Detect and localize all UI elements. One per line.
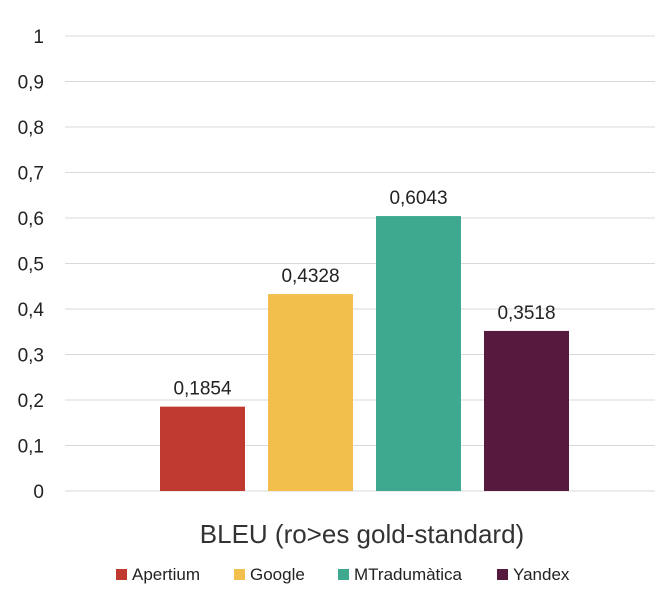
- bar-yandex: [484, 330, 569, 491]
- data-label: 0,6043: [389, 188, 447, 209]
- data-label: 0,3518: [497, 303, 555, 324]
- data-labels: 0,1854 0,4328 0,6043 0,3518: [173, 188, 555, 400]
- y-tick-label: 0,2: [18, 391, 44, 412]
- legend-swatch: [497, 569, 508, 580]
- y-tick-label: 0,8: [18, 118, 44, 139]
- y-tick-label: 0: [33, 482, 44, 503]
- y-tick-label: 0,4: [18, 300, 45, 321]
- y-axis-ticks: 0 0,1 0,2 0,3 0,4 0,5 0,6 0,7 0,8 0,9 1: [18, 27, 45, 503]
- data-label: 0,4328: [281, 266, 339, 287]
- legend-swatch: [234, 569, 245, 580]
- legend-swatch: [116, 569, 127, 580]
- bars: [160, 216, 569, 491]
- bar-google: [268, 294, 353, 491]
- legend: Apertium Google MTradumàtica Yandex: [116, 565, 570, 584]
- y-tick-label: 0,5: [18, 255, 44, 276]
- legend-swatch: [338, 569, 349, 580]
- y-tick-label: 0,1: [18, 437, 44, 458]
- y-tick-label: 0,9: [18, 73, 44, 94]
- legend-label: Google: [250, 565, 305, 584]
- y-tick-label: 0,7: [18, 164, 44, 185]
- legend-label: Apertium: [132, 565, 200, 584]
- y-tick-label: 1: [33, 27, 44, 48]
- bar-apertium: [160, 406, 245, 491]
- legend-label: Yandex: [513, 565, 570, 584]
- y-tick-label: 0,3: [18, 346, 44, 367]
- data-label: 0,1854: [173, 379, 232, 400]
- y-tick-label: 0,6: [18, 209, 44, 230]
- x-axis-title: BLEU (ro>es gold-standard): [200, 519, 524, 549]
- bar-mtradum-tica: [376, 216, 461, 491]
- legend-label: MTradumàtica: [354, 565, 463, 584]
